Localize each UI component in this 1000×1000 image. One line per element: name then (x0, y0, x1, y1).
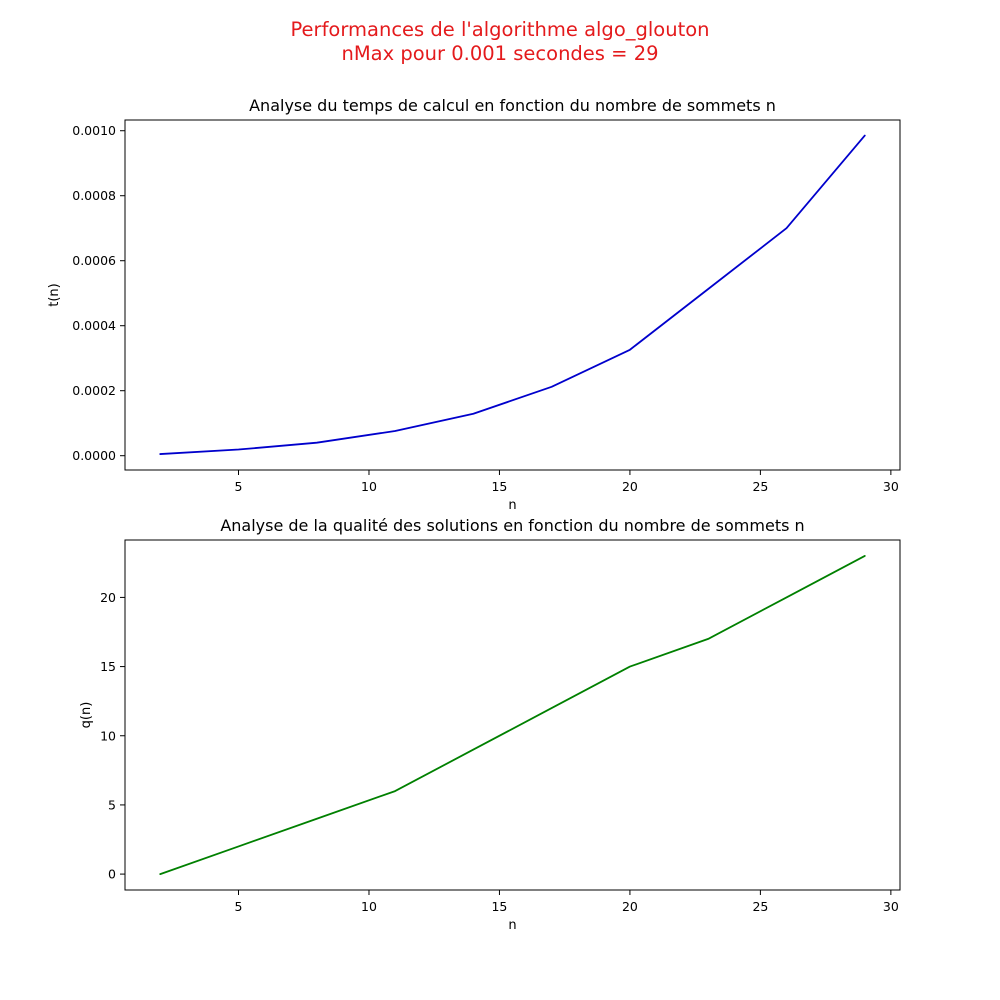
y-tick-label: 5 (108, 797, 116, 812)
chart-title: Analyse de la qualité des solutions en f… (220, 516, 804, 535)
y-tick-label: 0.0002 (72, 383, 116, 398)
quality-chart: Analyse de la qualité des solutions en f… (79, 516, 901, 933)
x-tick-label: 20 (622, 479, 638, 494)
x-tick-label: 15 (491, 479, 507, 494)
x-tick-label: 5 (235, 899, 243, 914)
x-tick-label: 25 (752, 899, 768, 914)
x-tick-label: 20 (622, 899, 638, 914)
x-axis-label: n (508, 498, 516, 513)
chart-title: Analyse du temps de calcul en fonction d… (249, 96, 776, 115)
y-axis-label: q(n) (79, 702, 94, 729)
y-tick-label: 0.0000 (72, 448, 116, 463)
y-tick-label: 15 (100, 659, 116, 674)
x-tick-label: 30 (883, 479, 899, 494)
plot-frame (124, 119, 901, 471)
y-tick-label: 0.0006 (72, 253, 116, 268)
x-tick-label: 15 (491, 899, 507, 914)
x-tick-label: 25 (752, 479, 768, 494)
y-tick-label: 0.0010 (72, 123, 116, 138)
x-axis-label: n (508, 918, 516, 933)
y-axis-label: t(n) (47, 283, 62, 306)
x-tick-label: 10 (361, 479, 377, 494)
x-tick-label: 30 (883, 899, 899, 914)
y-tick-label: 0 (108, 867, 116, 882)
y-tick-label: 10 (100, 728, 116, 743)
y-tick-label: 20 (100, 590, 116, 605)
plot-frame (124, 539, 901, 891)
time-chart: Analyse du temps de calcul en fonction d… (47, 96, 901, 513)
series-line (159, 555, 866, 875)
figure-title-line-2: nMax pour 0.001 secondes = 29 (341, 42, 658, 65)
x-tick-label: 10 (361, 899, 377, 914)
x-tick-label: 5 (235, 479, 243, 494)
y-tick-label: 0.0008 (72, 188, 116, 203)
series-line (159, 134, 866, 455)
figure-title-line-1: Performances de l'algorithme algo_glouto… (290, 18, 709, 41)
y-tick-label: 0.0004 (72, 318, 116, 333)
